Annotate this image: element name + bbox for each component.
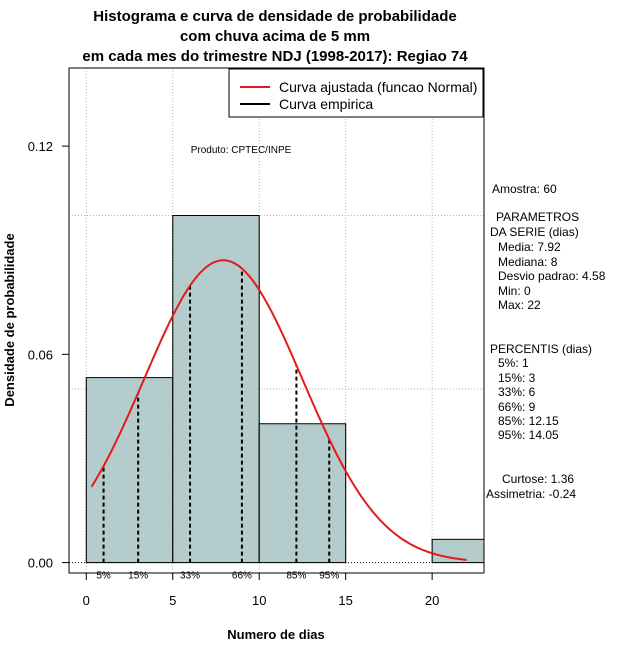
legend-label-empirical: Curva empirica bbox=[279, 96, 373, 112]
title-line-2: com chuva acima de 5 mm bbox=[180, 28, 370, 45]
percentile-lines bbox=[102, 268, 331, 563]
histogram-bar-0 bbox=[85, 377, 174, 564]
x-tick-label-1: 5 bbox=[169, 593, 176, 608]
y-axis-title: Densidade de probabilidade bbox=[2, 233, 17, 406]
percentis-title: PERCENTIS (dias) bbox=[490, 342, 593, 356]
percentile-label-3: 66% bbox=[232, 571, 252, 582]
normal-curve-group bbox=[90, 259, 467, 561]
title-line-1: Histograma e curva de densidade de proba… bbox=[93, 8, 456, 25]
percentile-label-2: 33% bbox=[180, 571, 200, 582]
params-title-2: DA SERIE (dias) bbox=[490, 225, 579, 239]
product-annotation: Produto: CPTEC/INPE bbox=[191, 145, 292, 156]
stat-mediana: Mediana: 8 bbox=[498, 255, 558, 269]
percentile-label-0: 5% bbox=[96, 571, 111, 582]
sample-size: Amostra: 60 bbox=[492, 182, 557, 196]
stat-p85: 85%: 12.15 bbox=[498, 414, 559, 428]
y-tick-label-1: 0.06 bbox=[28, 347, 53, 362]
percentile-labels: 5% 15% 33% 66% 85% 95% bbox=[96, 571, 339, 582]
legend-box bbox=[228, 68, 484, 118]
stat-media: Media: 7.92 bbox=[498, 240, 561, 254]
y-tick-label-0: 0.00 bbox=[28, 556, 53, 571]
stat-assimetria: Assimetria: -0.24 bbox=[486, 487, 577, 501]
y-tick-label-2: 0.12 bbox=[28, 139, 53, 154]
stat-min: Min: 0 bbox=[498, 284, 531, 298]
x-axis: 0 5 10 15 20 bbox=[83, 572, 439, 608]
title-line-3: em cada mes do trimestre NDJ (1998-2017)… bbox=[82, 48, 468, 65]
legend: Curva ajustada (funcao Normal) Curva emp… bbox=[228, 68, 484, 118]
percentile-label-1: 15% bbox=[128, 571, 148, 582]
chart-title: Histograma e curva de densidade de proba… bbox=[82, 8, 468, 65]
stat-desvio: Desvio padrao: 4.58 bbox=[498, 269, 606, 283]
x-tick-label-0: 0 bbox=[83, 593, 90, 608]
stat-max: Max: 22 bbox=[498, 298, 541, 312]
y-axis: 0.00 0.06 0.12 bbox=[28, 139, 70, 571]
stat-p33: 33%: 6 bbox=[498, 385, 536, 399]
x-tick-label-4: 20 bbox=[425, 593, 439, 608]
histogram-bar-2 bbox=[258, 423, 347, 564]
x-axis-title: Numero de dias bbox=[227, 627, 325, 642]
stat-p95: 95%: 14.05 bbox=[498, 428, 559, 442]
params-title-1: PARAMETROS bbox=[496, 210, 580, 224]
percentile-label-5: 95% bbox=[319, 571, 339, 582]
normal-curve bbox=[90, 259, 467, 561]
histogram-bar-1 bbox=[172, 215, 260, 564]
stat-p5: 5%: 1 bbox=[498, 356, 529, 370]
percentile-label-4: 85% bbox=[286, 571, 306, 582]
stat-p15: 15%: 3 bbox=[498, 371, 536, 385]
legend-label-normal: Curva ajustada (funcao Normal) bbox=[279, 79, 477, 95]
histogram-bars bbox=[69, 215, 485, 564]
x-tick-label-3: 15 bbox=[338, 593, 352, 608]
x-tick-label-2: 10 bbox=[252, 593, 266, 608]
stat-p66: 66%: 9 bbox=[498, 400, 536, 414]
stat-curtose: Curtose: 1.36 bbox=[502, 472, 575, 486]
